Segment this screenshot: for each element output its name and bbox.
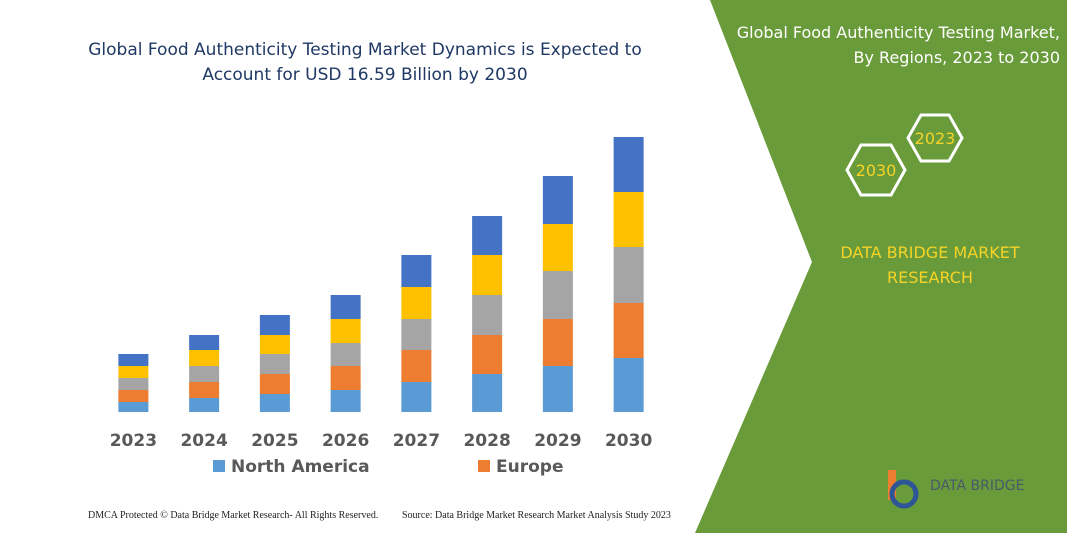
x-tick-label: 2029 bbox=[534, 431, 581, 451]
bar-segment bbox=[189, 366, 220, 382]
bar-segment bbox=[330, 295, 361, 319]
bar-segment bbox=[118, 354, 149, 366]
bar-segment bbox=[330, 319, 361, 343]
hexagon bbox=[906, 113, 964, 163]
bar-segment bbox=[542, 176, 573, 224]
x-tick-label: 2030 bbox=[605, 431, 652, 451]
bar-segment bbox=[472, 216, 503, 255]
bar-segment bbox=[118, 390, 149, 402]
bar-segment bbox=[542, 271, 573, 319]
bar-segment bbox=[542, 366, 573, 412]
panel-title: Global Food Authenticity Testing Market,… bbox=[736, 23, 1060, 67]
legend-swatch bbox=[478, 460, 490, 472]
brand: DATA BRIDGE MARKET RESEARCH bbox=[840, 243, 1020, 287]
bar-segment bbox=[330, 366, 361, 390]
bar-segment bbox=[542, 224, 573, 271]
side-panel bbox=[695, 0, 1067, 533]
bar-segment bbox=[401, 255, 432, 287]
x-tick-label: 2026 bbox=[322, 431, 369, 451]
footer-rights: DMCA Protected © Data Bridge Market Rese… bbox=[88, 510, 379, 521]
bar-segment bbox=[613, 192, 644, 247]
chart-title: Global Food Authenticity Testing Market … bbox=[88, 40, 642, 85]
bar-segment bbox=[330, 390, 361, 412]
bar-segment bbox=[189, 382, 220, 398]
bar-segment bbox=[542, 319, 573, 366]
hex-label: 2023 bbox=[915, 129, 956, 148]
legend-swatch bbox=[213, 460, 225, 472]
x-tick-label: 2023 bbox=[110, 431, 157, 451]
bar-segment bbox=[259, 394, 290, 412]
hexagon bbox=[845, 143, 907, 197]
bar-segment bbox=[330, 343, 361, 366]
bar-segment bbox=[613, 137, 644, 192]
bar-segment bbox=[613, 247, 644, 303]
bar-segment bbox=[472, 295, 503, 335]
x-tick-label: 2027 bbox=[393, 431, 440, 451]
bar-segment bbox=[401, 382, 432, 412]
bar-segment bbox=[613, 358, 644, 412]
x-tick-label: 2028 bbox=[463, 431, 510, 451]
bar-segment bbox=[401, 319, 432, 350]
bar-segment bbox=[472, 335, 503, 374]
bar-segment bbox=[472, 255, 503, 295]
legend-label: Europe bbox=[496, 457, 563, 477]
bar-segment bbox=[189, 335, 220, 350]
footer-source: Source: Data Bridge Market Research Mark… bbox=[402, 510, 671, 521]
bar-segment bbox=[613, 303, 644, 358]
bar-segment bbox=[189, 398, 220, 412]
hex-label: 2030 bbox=[856, 161, 897, 180]
bar-segment bbox=[401, 287, 432, 319]
logo-bar bbox=[888, 470, 896, 500]
bar-segment bbox=[472, 374, 503, 412]
bar-segment bbox=[401, 350, 432, 382]
logo-text: DATA BRIDGE bbox=[930, 478, 1024, 494]
x-tick-label: 2024 bbox=[180, 431, 227, 451]
bar-segment bbox=[118, 402, 149, 412]
legend-label: North America bbox=[231, 457, 370, 477]
bar-segment bbox=[259, 335, 290, 354]
bar-segment bbox=[259, 315, 290, 335]
bar-segment bbox=[118, 378, 149, 390]
logo: DATA BRIDGE bbox=[888, 470, 1024, 509]
bar-segment bbox=[259, 354, 290, 374]
x-tick-label: 2025 bbox=[251, 431, 298, 451]
bar-segment bbox=[259, 374, 290, 394]
bar-segment bbox=[189, 350, 220, 366]
logo-ring bbox=[889, 479, 919, 509]
bar-segment bbox=[118, 366, 149, 378]
